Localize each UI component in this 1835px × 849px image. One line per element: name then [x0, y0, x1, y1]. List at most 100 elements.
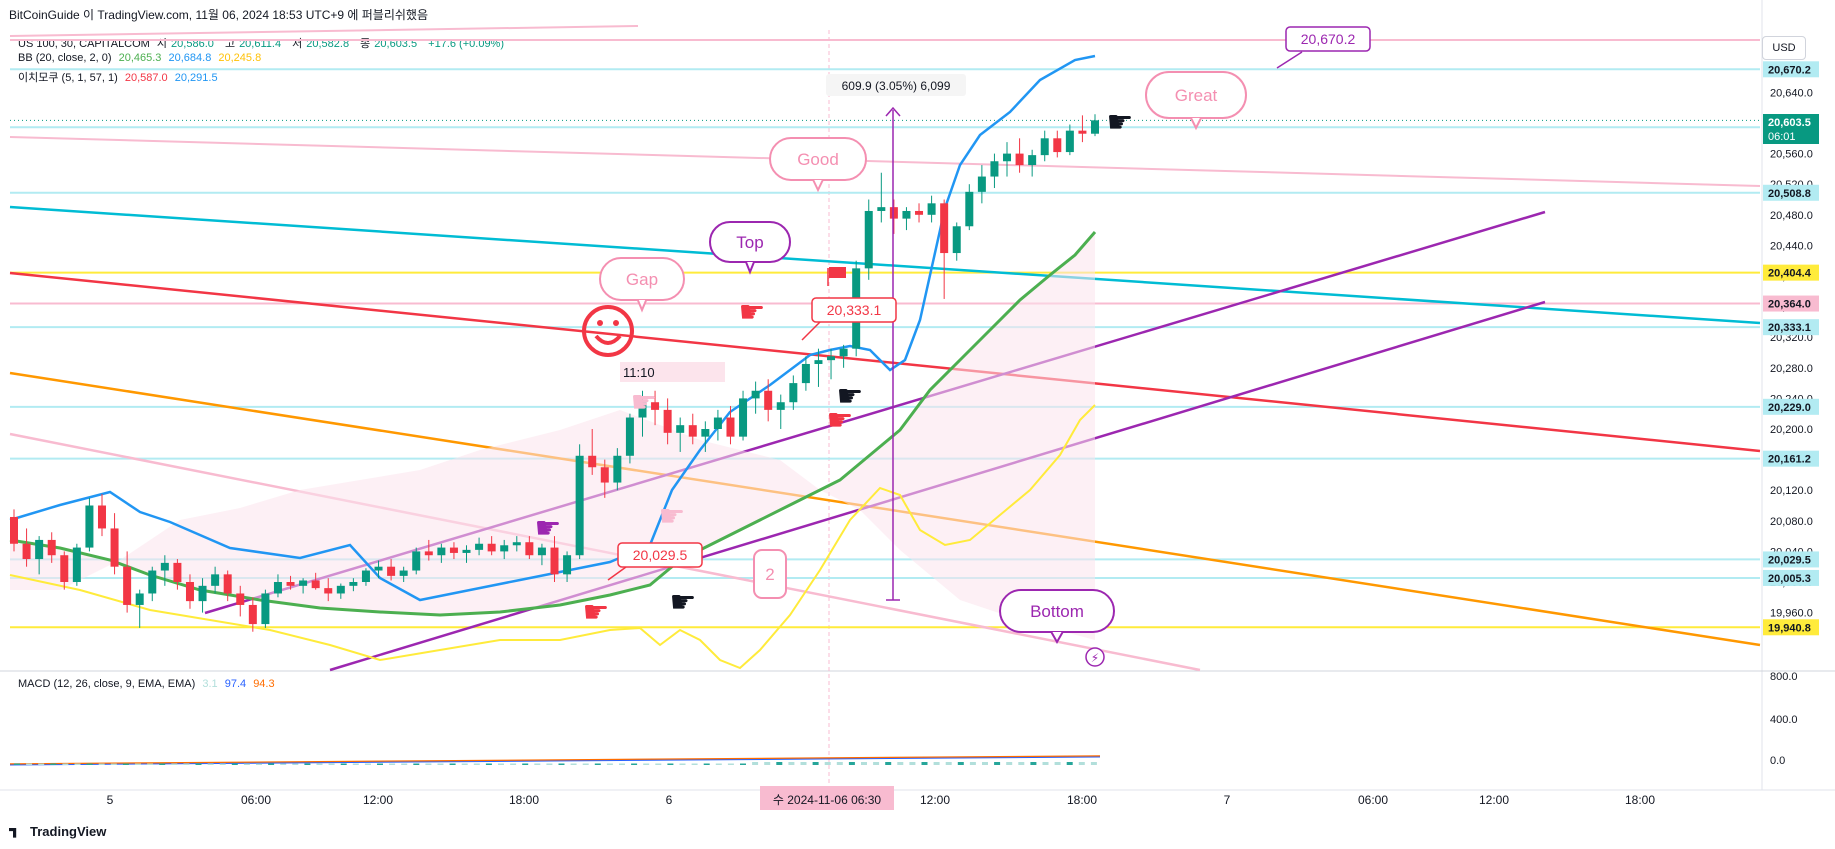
- candle-body: [977, 176, 986, 192]
- time-note-label: 11:10: [623, 365, 655, 380]
- candle-body: [110, 528, 119, 567]
- pointing-hand-icon: ☛: [583, 595, 610, 630]
- candle-body: [148, 570, 157, 594]
- macd-histogram-bar: [776, 762, 783, 765]
- candle-body: [600, 467, 609, 483]
- candle-body: [60, 555, 69, 582]
- candle-body: [739, 398, 748, 437]
- tradingview-logo: TradingView: [9, 824, 106, 839]
- candle-body: [701, 429, 710, 437]
- candle-body: [22, 543, 31, 560]
- tradingview-logo-icon: [9, 827, 17, 838]
- candle-body: [1053, 138, 1062, 153]
- ichimoku-legend[interactable]: 이치모쿠 (5, 1, 57, 1) 20,587.0 20,291.5: [18, 69, 222, 85]
- publish-header: BitCoinGuide 이 TradingView.com, 11월 06, …: [9, 8, 428, 22]
- price-level-tag: [1763, 61, 1819, 78]
- candle-body: [814, 360, 823, 364]
- price-tick-label: 20,640.0: [1770, 87, 1813, 99]
- pink-descending-line: [9, 136, 1761, 187]
- macd-signal-line: [9, 755, 1101, 765]
- macd-histogram-bar: [110, 763, 117, 765]
- price-level-tag: [1763, 619, 1819, 636]
- price-level-tag-label: 19,940.8: [1768, 622, 1811, 634]
- macd-histogram-bar: [945, 762, 952, 765]
- macd-legend[interactable]: MACD (12, 26, close, 9, EMA, EMA) 3.1 97…: [18, 678, 279, 690]
- currency-button[interactable]: USD: [1762, 36, 1806, 60]
- macd-histogram-bar: [401, 763, 408, 765]
- macd-histogram-bar: [473, 763, 480, 765]
- candle-body: [688, 425, 697, 437]
- candle-body: [449, 547, 458, 553]
- candle-body: [776, 402, 785, 410]
- price-callout-20029-box: [617, 542, 703, 568]
- tradingview-brand-text: TradingView: [30, 824, 107, 839]
- price-callout-20333-label: 20,333.1: [827, 302, 882, 318]
- candle-body: [902, 210, 911, 219]
- macd-histogram-bar: [558, 763, 565, 765]
- pointing-hand-icon: ☛: [670, 585, 697, 620]
- macd-histogram-bar: [1030, 762, 1037, 765]
- candle-body: [10, 516, 18, 544]
- bb-legend[interactable]: BB (20, close, 2, 0) 20,465.3 20,684.8 2…: [18, 52, 265, 64]
- crosshair-time-tag: [760, 786, 894, 810]
- candle-body: [550, 547, 559, 575]
- macd-histogram-bar: [183, 763, 190, 765]
- smiley-eye-left: [597, 320, 603, 326]
- candle-body: [889, 207, 898, 219]
- red-trendline: [9, 271, 1761, 453]
- flag-icon: [829, 267, 846, 278]
- time-note-bg: [620, 362, 725, 382]
- price-level-tag: [1763, 569, 1819, 586]
- price-level-tag-label: 20,229.0: [1768, 402, 1811, 414]
- candle-body: [500, 545, 509, 552]
- macd-tick-label: 800.0: [1770, 671, 1798, 683]
- macd-histogram-bar: [897, 762, 904, 765]
- macd-histogram-bar: [292, 763, 299, 765]
- bb-lower-value: 20,245.8: [218, 52, 262, 64]
- price-callout-20670-pointer: [1276, 51, 1303, 69]
- price-callout-20029-label: 20,029.5: [633, 547, 688, 563]
- candle-body: [399, 570, 408, 576]
- macd-histogram-bar: [969, 762, 976, 765]
- macd-histogram-bar: [1090, 762, 1097, 765]
- macd-histogram-bar: [909, 762, 916, 765]
- macd-histogram-bar: [437, 763, 444, 765]
- candle-body: [827, 356, 836, 361]
- macd-histogram-bar: [655, 763, 662, 765]
- candle-body: [1040, 138, 1049, 156]
- time-axis-label: 5: [107, 793, 114, 807]
- candle-body: [537, 547, 546, 556]
- macd-histogram-bar: [207, 763, 214, 765]
- macd-histogram-bar: [994, 762, 1001, 765]
- macd-histogram-bar: [667, 763, 674, 765]
- price-level-tag: [1763, 450, 1819, 467]
- candle-body: [676, 425, 685, 433]
- candle-body: [286, 582, 295, 586]
- macd-line-value: 97.4: [224, 678, 247, 690]
- macd-histogram-bar: [1054, 762, 1061, 765]
- candle-body: [72, 547, 81, 582]
- candle-body: [160, 562, 169, 571]
- macd-histogram-bar: [425, 763, 432, 765]
- measure-label-bg: [826, 74, 966, 96]
- time-axis-label: 6: [666, 793, 673, 807]
- macd-histogram-bar: [812, 762, 819, 765]
- candle-body: [927, 203, 936, 215]
- candle-body: [839, 348, 848, 357]
- time-axis-label: 7: [1224, 793, 1231, 807]
- candle-body: [173, 562, 182, 582]
- last-price-label: 20,603.5: [1768, 117, 1811, 129]
- candle-body: [789, 383, 798, 403]
- macd-histogram-bar: [219, 763, 226, 765]
- macd-histogram-bar: [691, 763, 698, 765]
- macd-histogram-bar: [147, 763, 154, 765]
- candle-body: [236, 593, 245, 605]
- candle-body: [424, 551, 433, 556]
- macd-histogram-bar: [304, 763, 311, 765]
- macd-histogram-bar: [522, 763, 529, 765]
- macd-histogram-bar: [619, 763, 625, 765]
- candle-body: [374, 566, 383, 571]
- candle-body: [361, 570, 370, 582]
- candle-body: [198, 585, 207, 602]
